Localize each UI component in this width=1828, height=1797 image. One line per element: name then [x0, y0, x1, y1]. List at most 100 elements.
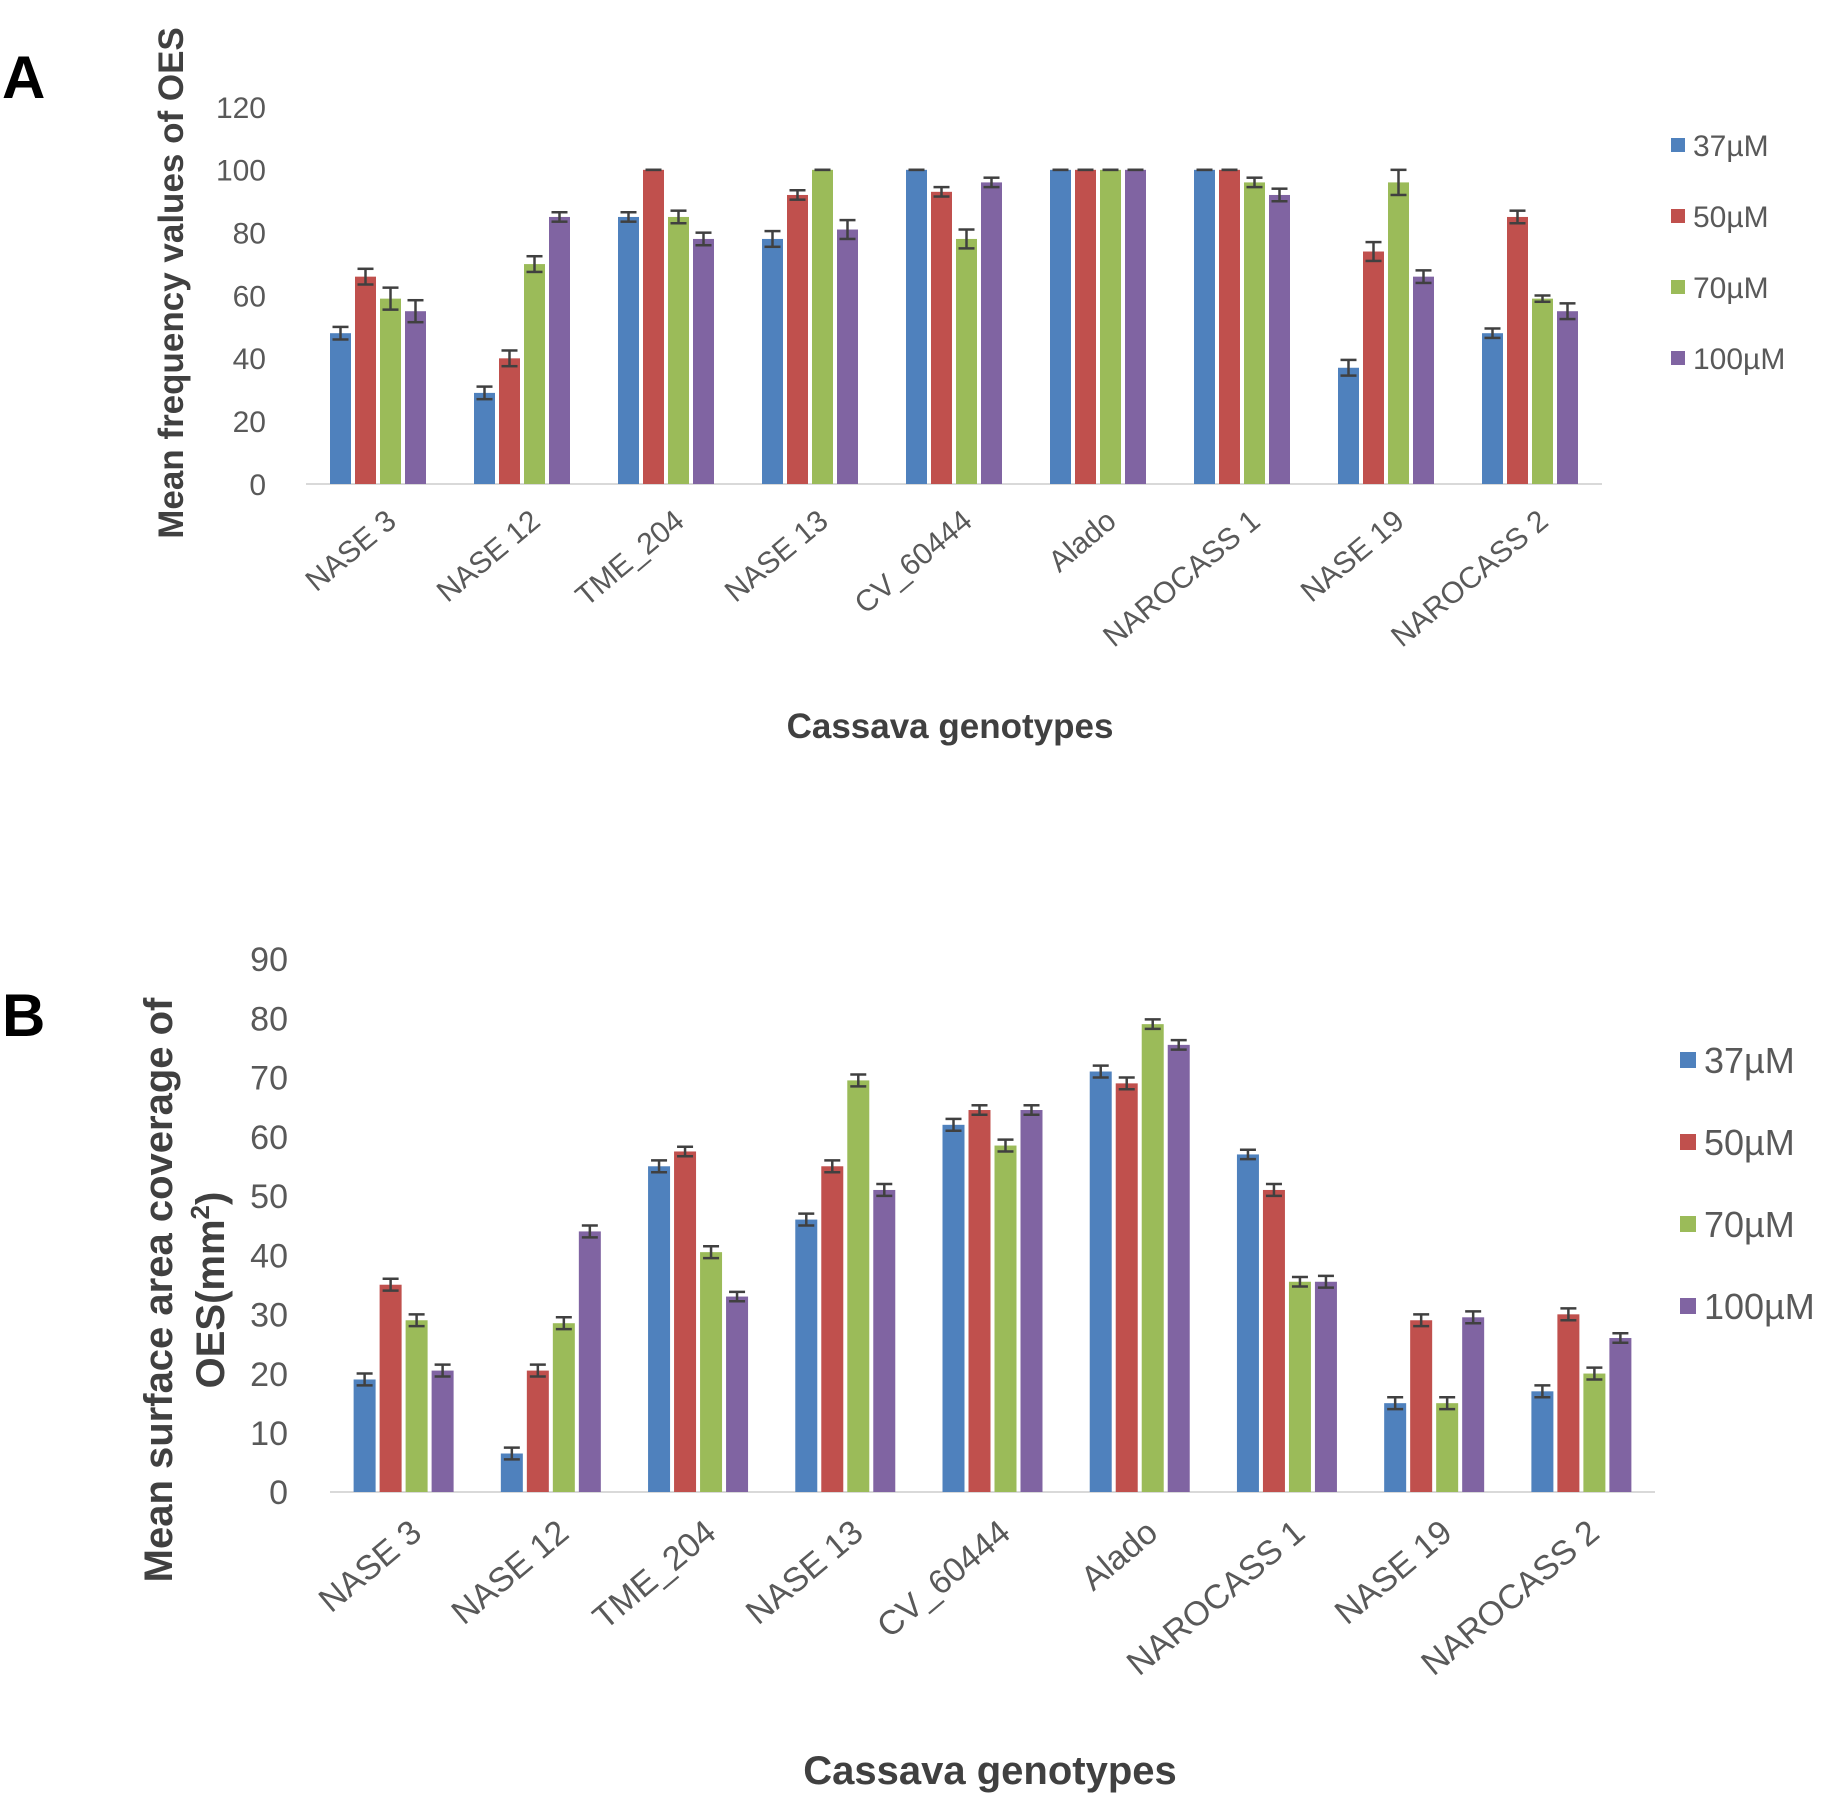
- bar: [700, 1252, 723, 1492]
- error-bar: [1484, 327, 1501, 340]
- bar: [994, 1145, 1017, 1492]
- legend-label: 37µM: [1704, 1040, 1795, 1081]
- bar: [618, 216, 639, 485]
- y-tick-label: 70: [250, 1060, 288, 1098]
- error-bar: [789, 189, 806, 201]
- bar: [968, 1110, 991, 1492]
- y-tick-label: 20: [250, 1356, 288, 1394]
- bar: [330, 333, 351, 484]
- bar: [1338, 367, 1359, 484]
- y-tick-label: 60: [233, 280, 266, 313]
- error-bar: [729, 1290, 746, 1303]
- error-bar: [983, 176, 1000, 189]
- bar: [956, 238, 977, 484]
- legend-swatch: [1680, 1052, 1696, 1068]
- bar: [1609, 1338, 1632, 1492]
- error-bar: [1534, 1384, 1551, 1399]
- error-bar: [1439, 1395, 1456, 1411]
- error-bar: [526, 254, 543, 274]
- x-category-label: NASE 13: [739, 1513, 871, 1632]
- panel-label-b: B: [2, 982, 45, 1049]
- bar: [648, 1166, 671, 1492]
- bar: [873, 1189, 896, 1492]
- x-category-label: Alado: [1074, 1513, 1165, 1598]
- bar: [942, 1124, 965, 1492]
- error-bar: [332, 325, 349, 341]
- error-bar: [1559, 302, 1576, 321]
- error-bar: [933, 185, 950, 198]
- panel-b: B Mean surface area coverage of OES(mm2)…: [2, 941, 1815, 1793]
- bar: [643, 169, 664, 485]
- x-category-label: TME_204: [570, 504, 691, 613]
- error-bar: [850, 1073, 867, 1088]
- x-category-label: NASE 12: [431, 504, 547, 609]
- y-tick-label: 10: [250, 1415, 288, 1453]
- bar: [526, 1370, 549, 1492]
- y-tick-label: 0: [269, 1474, 288, 1512]
- legend-swatch: [1671, 138, 1685, 152]
- bar: [726, 1296, 749, 1492]
- bar: [1507, 216, 1528, 485]
- y-tick-label: 20: [233, 406, 266, 439]
- y-tick-label: 30: [250, 1297, 288, 1335]
- error-bar: [382, 286, 399, 311]
- y-axis-title-a: Mean frequency values of OES: [152, 27, 191, 539]
- legend-swatch: [1671, 209, 1685, 223]
- bar: [847, 1080, 870, 1492]
- y-tick-label: 40: [250, 1237, 288, 1275]
- bar: [1194, 169, 1215, 485]
- error-bar: [555, 1316, 572, 1331]
- bar: [1115, 1083, 1138, 1492]
- error-bar: [356, 1372, 373, 1387]
- bar: [1482, 333, 1503, 484]
- legend-swatch: [1680, 1216, 1696, 1232]
- bar: [524, 264, 545, 484]
- error-bar: [798, 1212, 815, 1227]
- error-bar: [971, 1104, 988, 1117]
- legend-swatch: [1680, 1298, 1696, 1314]
- bar: [1388, 182, 1409, 484]
- error-bar: [1118, 1076, 1135, 1091]
- bar: [1557, 311, 1578, 484]
- error-bar: [551, 210, 568, 223]
- error-bar: [476, 385, 493, 401]
- x-category-label: NASE 19: [1328, 1513, 1460, 1632]
- error-bar: [764, 229, 781, 249]
- error-bar: [1586, 1366, 1603, 1381]
- bar: [1125, 169, 1146, 485]
- error-bar: [408, 1313, 425, 1328]
- error-bar: [1239, 1148, 1256, 1161]
- error-bar: [1387, 1395, 1404, 1411]
- bar: [1413, 276, 1434, 484]
- bar: [1050, 169, 1071, 485]
- x-category-label: NASE 3: [312, 1513, 429, 1620]
- x-category-label: NASE 19: [1295, 504, 1411, 609]
- bar: [1075, 169, 1096, 485]
- x-category-label: Alado: [1043, 504, 1123, 579]
- bar: [1269, 194, 1290, 484]
- error-bar: [839, 218, 856, 241]
- bar: [1557, 1314, 1580, 1492]
- error-bar: [703, 1244, 720, 1260]
- legend-label: 100µM: [1693, 343, 1785, 376]
- bar: [405, 1320, 428, 1492]
- y-tick-label: 120: [216, 92, 266, 125]
- x-category-label: TME_204: [586, 1513, 723, 1637]
- bar: [578, 1231, 601, 1492]
- bar: [1436, 1403, 1459, 1492]
- legend-swatch: [1671, 280, 1685, 294]
- error-bar: [876, 1182, 893, 1198]
- bar: [1141, 1024, 1164, 1492]
- plot-area-a: 0 20 40 60 80 100 120 NASE 3 NASE 12 TME_204 NASE …: [216, 92, 1785, 654]
- y-tick-label: 80: [233, 217, 266, 250]
- error-bar: [1144, 1018, 1161, 1031]
- bar: [1089, 1071, 1112, 1492]
- bar: [1020, 1110, 1043, 1492]
- error-bar: [1340, 358, 1357, 377]
- error-bar: [1390, 168, 1407, 197]
- x-category-label: NASE 12: [444, 1513, 576, 1632]
- y-axis-title-b-close: ): [189, 1192, 233, 1205]
- bar: [1100, 169, 1121, 485]
- bar: [795, 1219, 818, 1492]
- bar: [355, 276, 376, 484]
